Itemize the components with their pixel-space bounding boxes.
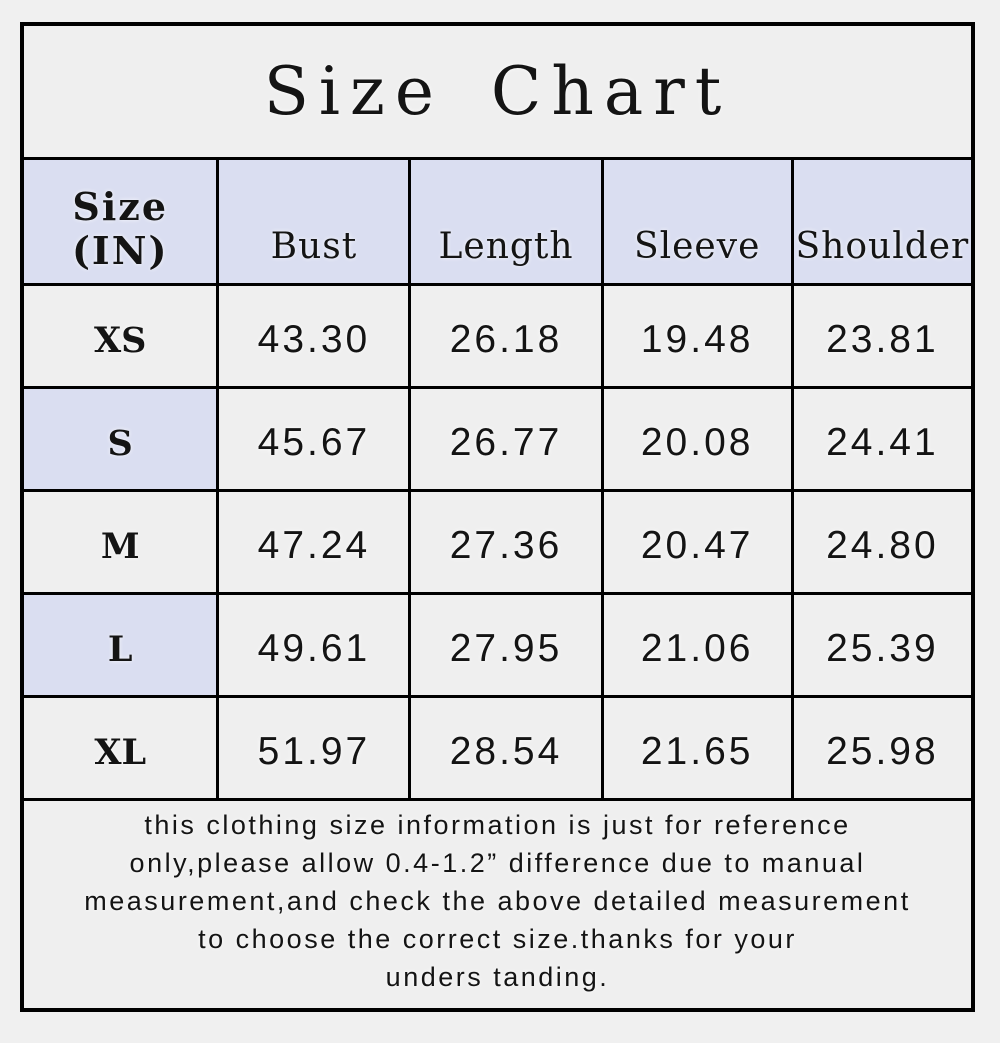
note-line: this clothing size information is just f… xyxy=(144,810,851,841)
header-row: Size (IN) Bust Length Sleeve Shoulder xyxy=(20,156,975,286)
shoulder-value: 25.98 xyxy=(790,694,975,801)
size-label: M xyxy=(20,488,220,595)
sleeve-value: 20.08 xyxy=(600,385,794,492)
bust-value: 49.61 xyxy=(216,591,412,698)
length-value: 26.18 xyxy=(408,282,604,389)
shoulder-value: 25.39 xyxy=(790,591,975,698)
size-header-line1: Size xyxy=(72,184,169,230)
size-header-line2: (IN) xyxy=(71,227,169,273)
length-value: 28.54 xyxy=(408,694,604,801)
title-row: Size Chart xyxy=(20,22,975,160)
bust-value: 47.24 xyxy=(216,488,412,595)
sleeve-value: 20.47 xyxy=(600,488,794,595)
note-line: unders tanding. xyxy=(385,962,610,993)
bust-value: 45.67 xyxy=(216,385,412,492)
table-row-m: M 47.24 27.36 20.47 24.80 xyxy=(20,488,975,595)
shoulder-value: 24.41 xyxy=(790,385,975,492)
size-label: S xyxy=(20,385,220,492)
sleeve-value: 21.65 xyxy=(600,694,794,801)
table-row-xl: XL 51.97 28.54 21.65 25.98 xyxy=(20,694,975,801)
sleeve-value: 21.06 xyxy=(600,591,794,698)
size-label: XL xyxy=(20,694,220,801)
length-value: 26.77 xyxy=(408,385,604,492)
bust-value: 43.30 xyxy=(216,282,412,389)
sleeve-value: 19.48 xyxy=(600,282,794,389)
column-header-size: Size (IN) xyxy=(20,156,220,286)
size-chart-table: Size Chart Size (IN) Bust Length Sleeve … xyxy=(20,22,975,1012)
shoulder-value: 24.80 xyxy=(790,488,975,595)
length-value: 27.36 xyxy=(408,488,604,595)
measurement-note: this clothing size information is just f… xyxy=(20,797,975,1012)
shoulder-value: 23.81 xyxy=(790,282,975,389)
page-title: Size Chart xyxy=(20,22,975,160)
size-label: XS xyxy=(20,282,220,389)
table-row-s: S 45.67 26.77 20.08 24.41 xyxy=(20,385,975,492)
table-row-l: L 49.61 27.95 21.06 25.39 xyxy=(20,591,975,698)
column-header-bust: Bust xyxy=(216,156,412,286)
note-line: measurement,and check the above detailed… xyxy=(84,886,911,917)
table-row-xs: XS 43.30 26.18 19.48 23.81 xyxy=(20,282,975,389)
column-header-sleeve: Sleeve xyxy=(600,156,794,286)
bust-value: 51.97 xyxy=(216,694,412,801)
note-line: only,please allow 0.4-1.2” difference du… xyxy=(129,848,866,879)
column-header-length: Length xyxy=(408,156,604,286)
length-value: 27.95 xyxy=(408,591,604,698)
note-row: this clothing size information is just f… xyxy=(20,797,975,1012)
note-line: to choose the correct size.thanks for yo… xyxy=(198,924,797,955)
column-header-shoulder: Shoulder xyxy=(790,156,975,286)
size-label: L xyxy=(20,591,220,698)
